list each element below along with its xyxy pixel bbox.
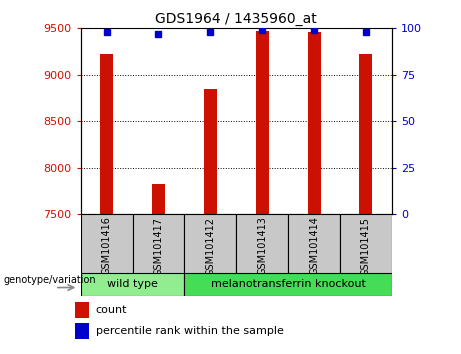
Bar [307,32,320,214]
Bar [152,183,165,214]
Bar [360,54,372,214]
Bar [340,214,392,273]
Bar [81,273,184,296]
Bar [204,89,217,214]
Bar [75,302,89,318]
Text: wild type: wild type [107,279,158,289]
Bar [184,273,392,296]
Text: genotype/variation: genotype/variation [3,275,96,285]
Text: GSM101412: GSM101412 [205,217,215,275]
Bar [100,54,113,214]
Bar [133,214,184,273]
Text: GSM101413: GSM101413 [257,217,267,275]
Bar [75,323,89,339]
Bar [184,214,236,273]
Text: count: count [95,305,127,315]
Text: GSM101415: GSM101415 [361,217,371,275]
Bar [81,214,133,273]
Text: melanotransferrin knockout: melanotransferrin knockout [211,279,366,289]
Text: GSM101417: GSM101417 [154,217,164,275]
Text: percentile rank within the sample: percentile rank within the sample [95,326,284,336]
Bar [288,214,340,273]
Title: GDS1964 / 1435960_at: GDS1964 / 1435960_at [155,12,317,26]
Bar [256,31,269,214]
Text: GSM101416: GSM101416 [101,217,112,275]
Bar [236,214,288,273]
Text: GSM101414: GSM101414 [309,217,319,275]
